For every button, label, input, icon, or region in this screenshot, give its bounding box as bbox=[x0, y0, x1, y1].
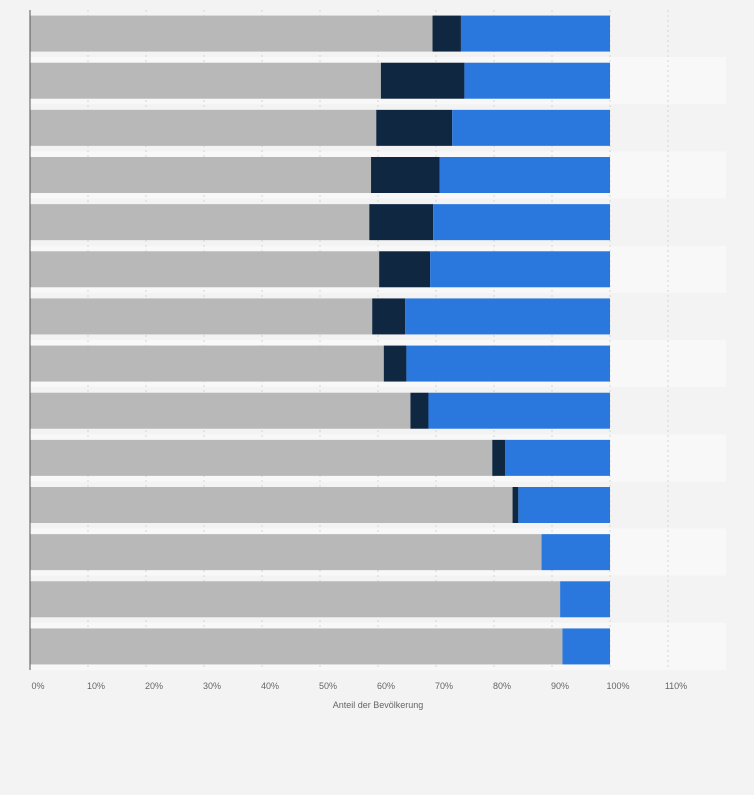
bar-segment[interactable] bbox=[428, 392, 610, 429]
x-tick-label: 80% bbox=[493, 681, 511, 691]
x-tick-label: 90% bbox=[551, 681, 569, 691]
bar-segment[interactable] bbox=[505, 439, 610, 476]
bar-segment[interactable] bbox=[30, 204, 370, 241]
bars bbox=[30, 15, 610, 665]
x-tick-label: 10% bbox=[87, 681, 105, 691]
x-tick-label: 70% bbox=[435, 681, 453, 691]
bar-segment[interactable] bbox=[30, 628, 563, 665]
bar-segment[interactable] bbox=[432, 15, 461, 52]
x-tick-label: 60% bbox=[377, 681, 395, 691]
bar-segment[interactable] bbox=[433, 204, 610, 241]
bar-segment[interactable] bbox=[439, 157, 610, 193]
bar-segment[interactable] bbox=[30, 251, 380, 288]
bar-segment[interactable] bbox=[372, 298, 406, 335]
bar-segment[interactable] bbox=[30, 534, 542, 571]
bar-segment[interactable] bbox=[492, 439, 506, 476]
x-axis: 0% 10% 20% 30% 40% 50% 60% 70% 80% 90% 100% 110% bbox=[29, 10, 687, 691]
bar-segment[interactable] bbox=[430, 251, 610, 288]
bar-segment[interactable] bbox=[383, 345, 407, 382]
bar-segment[interactable] bbox=[560, 581, 610, 618]
bar-segment[interactable] bbox=[562, 628, 610, 665]
x-tick-label: 40% bbox=[261, 681, 279, 691]
bar-segment[interactable] bbox=[460, 15, 610, 52]
bar-segment[interactable] bbox=[464, 62, 610, 99]
bar-segment[interactable] bbox=[30, 298, 373, 335]
bar-segment[interactable] bbox=[379, 251, 431, 288]
bar-segment[interactable] bbox=[410, 392, 429, 429]
bar-segment[interactable] bbox=[30, 392, 411, 429]
x-axis-title: Anteil der Bevölkerung bbox=[333, 700, 424, 710]
x-tick-label: 110% bbox=[665, 681, 687, 691]
bar-segment[interactable] bbox=[30, 157, 372, 193]
bar-segment[interactable] bbox=[30, 15, 433, 52]
bar-segment[interactable] bbox=[452, 109, 610, 146]
x-tick-label: 20% bbox=[145, 681, 163, 691]
bar-segment[interactable] bbox=[30, 439, 493, 476]
x-tick-label: 100% bbox=[606, 681, 629, 691]
bar-segment[interactable] bbox=[30, 345, 384, 382]
bar-segment[interactable] bbox=[518, 487, 610, 523]
x-tick-label: 50% bbox=[319, 681, 337, 691]
bar-segment[interactable] bbox=[380, 62, 465, 99]
bar-segment[interactable] bbox=[406, 345, 610, 382]
x-tick-label: 0% bbox=[31, 681, 44, 691]
bar-segment[interactable] bbox=[512, 487, 519, 523]
bar-segment[interactable] bbox=[371, 157, 440, 193]
bar-segment[interactable] bbox=[369, 204, 434, 241]
bar-segment[interactable] bbox=[30, 62, 381, 99]
bar-segment[interactable] bbox=[30, 109, 377, 146]
bar-segment[interactable] bbox=[405, 298, 610, 335]
bar-segment[interactable] bbox=[541, 534, 610, 571]
x-tick-label: 30% bbox=[203, 681, 221, 691]
bar-segment[interactable] bbox=[30, 581, 561, 618]
bar-segment[interactable] bbox=[376, 109, 453, 146]
bar-segment[interactable] bbox=[30, 487, 513, 523]
